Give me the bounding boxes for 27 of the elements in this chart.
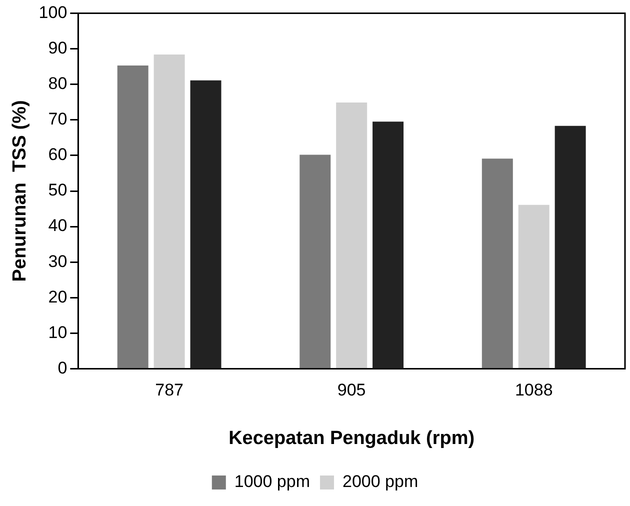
bar bbox=[300, 154, 331, 368]
x-axis-title: Kecepatan Pengaduk (rpm) bbox=[228, 428, 475, 449]
bar bbox=[482, 158, 513, 368]
bar bbox=[117, 65, 148, 368]
y-tick-label: 50 bbox=[48, 180, 68, 200]
y-tick-label: 100 bbox=[38, 2, 68, 22]
y-tick-label: 20 bbox=[48, 287, 68, 306]
bar bbox=[518, 204, 550, 368]
bar bbox=[154, 54, 185, 368]
x-tick-label: 1088 bbox=[514, 380, 553, 400]
y-tick-label: 90 bbox=[48, 38, 68, 58]
x-tick-label: 905 bbox=[337, 380, 366, 400]
bar bbox=[554, 126, 586, 368]
y-tick-label: 70 bbox=[48, 110, 68, 129]
bar bbox=[336, 102, 368, 368]
y-axis-title: Penurunan TSS (%) bbox=[10, 100, 31, 282]
y-tick-label: 10 bbox=[48, 322, 68, 342]
legend-label: 2000 ppm bbox=[342, 472, 418, 492]
legend-label: 1000 ppm bbox=[234, 472, 310, 492]
y-tick-label: 60 bbox=[48, 145, 68, 164]
bar bbox=[190, 80, 222, 368]
bar bbox=[372, 122, 404, 368]
y-tick-label: 30 bbox=[48, 252, 68, 271]
y-tick-label: 0 bbox=[58, 358, 68, 378]
x-tick-label: 787 bbox=[155, 380, 184, 400]
y-tick-label: 40 bbox=[48, 216, 68, 236]
y-tick-label: 80 bbox=[48, 74, 68, 94]
